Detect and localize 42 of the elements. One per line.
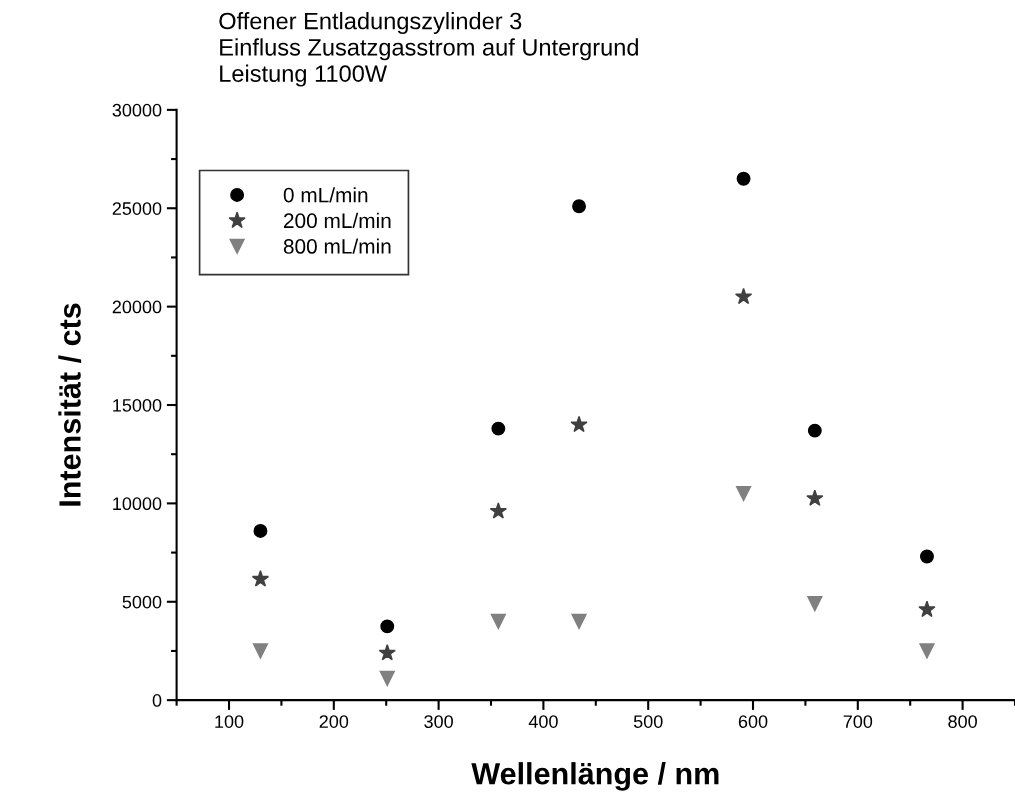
x-tick-label: 100 xyxy=(215,715,244,728)
point xyxy=(253,523,268,538)
y-tick-label: 10000 xyxy=(113,497,162,511)
y-tick-label: 5000 xyxy=(122,595,162,609)
x-tick-label: 600 xyxy=(738,715,768,728)
point xyxy=(807,596,823,612)
point xyxy=(252,643,269,659)
point xyxy=(380,619,395,634)
x-tick-label: 500 xyxy=(633,715,663,728)
point xyxy=(806,489,824,506)
legend-label: 200 mL/min xyxy=(283,212,391,229)
legend-label: 800 mL/min xyxy=(283,238,391,254)
y-tick-label: 25000 xyxy=(112,202,162,215)
chart-title: Offener Entladungszylinder 3 Einfluss Zusatzgasstrom auf Untergrund Leistung 1100W xyxy=(219,12,638,87)
point xyxy=(490,613,506,630)
point xyxy=(735,485,752,502)
point xyxy=(920,549,934,564)
x-tick-label: 300 xyxy=(424,715,453,728)
x-tick-label: 800 xyxy=(948,715,977,728)
point xyxy=(489,502,507,519)
y-tick-label: 20000 xyxy=(112,300,162,314)
y-tick-label: 0 xyxy=(152,694,162,707)
point xyxy=(919,643,935,659)
point xyxy=(251,570,270,587)
point xyxy=(491,421,506,436)
x-tick-label: 200 xyxy=(319,715,349,728)
point xyxy=(734,287,753,305)
point xyxy=(572,199,586,214)
point xyxy=(736,171,751,186)
x-axis-title: Wellenlänge / nm xyxy=(471,762,719,791)
x-tick-label: 700 xyxy=(843,715,873,728)
point xyxy=(807,423,822,438)
y-axis-title: Intensität / cts xyxy=(58,303,82,506)
legend-label: 0 mL/min xyxy=(283,187,368,203)
point xyxy=(379,670,395,687)
point xyxy=(570,415,588,433)
y-tick-label: 30000 xyxy=(112,103,162,117)
x-tick-label: 400 xyxy=(528,715,558,728)
point xyxy=(378,643,396,661)
point xyxy=(918,600,936,618)
point xyxy=(571,613,587,630)
y-tick-label: 15000 xyxy=(113,398,162,412)
